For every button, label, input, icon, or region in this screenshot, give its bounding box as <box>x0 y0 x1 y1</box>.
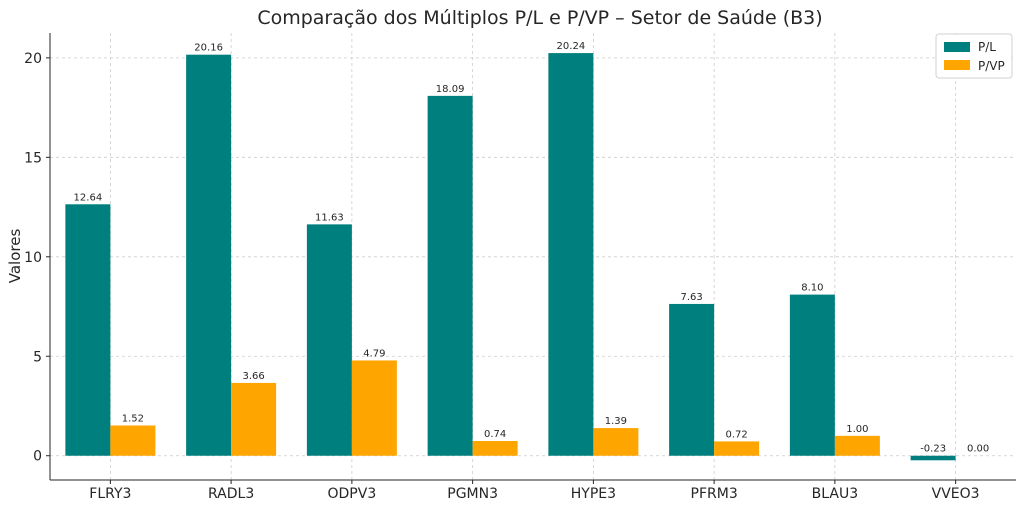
y-axis-label: Valores <box>6 229 24 284</box>
x-tick-label: VVEO3 <box>932 486 980 502</box>
bar-pl-blau3 <box>789 294 835 456</box>
x-tick-label: FLRY3 <box>89 486 131 502</box>
bar-pvp-flry3 <box>110 425 156 456</box>
chart-title: Comparação dos Múltiplos P/L e P/VP – Se… <box>257 7 822 29</box>
x-tick-label: PGMN3 <box>447 486 498 502</box>
bar-pvp-pfrm3 <box>714 441 760 456</box>
bar-pvp-radl3 <box>231 382 277 456</box>
bar-pvp-blau3 <box>834 435 880 456</box>
bar-pl-hype3 <box>548 53 594 456</box>
y-tick-label: 0 <box>33 449 42 465</box>
legend-label-pl: P/L <box>978 40 996 54</box>
data-label-pvp-hype3: 1.39 <box>605 416 627 427</box>
bar-pl-pgmn3 <box>427 95 473 456</box>
data-label-pvp-blau3: 1.00 <box>846 424 868 435</box>
legend-label-pvp: P/VP <box>978 59 1005 73</box>
data-label-pl-flry3: 12.64 <box>74 192 103 203</box>
bar-pl-flry3 <box>65 204 111 456</box>
data-label-pvp-odpv3: 4.79 <box>363 348 385 359</box>
data-label-pvp-pfrm3: 0.72 <box>725 429 747 440</box>
axis-ticks: 0 5 10 15 20 FLRY3 RADL3 ODPV3 PGMN3 HYPE3 PFRM3 BL… <box>24 51 979 502</box>
data-labels: 12.64 20.16 11.63 18.09 20.24 7.63 8.10 -0.23 1.… <box>74 41 990 455</box>
y-tick-label: 5 <box>33 349 42 365</box>
legend-swatch-pvp <box>944 60 970 70</box>
x-tick-label: ODPV3 <box>328 486 377 502</box>
data-label-pl-pfrm3: 7.63 <box>680 292 702 303</box>
data-label-pl-odpv3: 11.63 <box>315 212 344 223</box>
y-tick-label: 10 <box>24 250 42 266</box>
x-tick-label: BLAU3 <box>812 486 858 502</box>
data-label-pl-radl3: 20.16 <box>194 43 223 54</box>
x-tick-label: RADL3 <box>208 486 254 502</box>
data-label-pvp-vveo3: 0.00 <box>967 444 989 455</box>
data-label-pvp-pgmn3: 0.74 <box>484 429 506 440</box>
bar-pl-odpv3 <box>306 224 352 456</box>
legend: P/L P/VP <box>935 33 1013 79</box>
bar-pl-vveo3 <box>910 455 956 461</box>
bar-pvp-hype3 <box>593 428 639 456</box>
data-label-pvp-flry3: 1.52 <box>122 413 144 424</box>
data-label-pl-vveo3: -0.23 <box>920 444 946 455</box>
bar-pl-radl3 <box>186 54 232 456</box>
data-label-pl-hype3: 20.24 <box>557 41 586 52</box>
x-tick-label: HYPE3 <box>571 486 616 502</box>
legend-swatch-pl <box>944 42 970 52</box>
y-tick-label: 15 <box>24 150 42 166</box>
data-label-pl-pgmn3: 18.09 <box>436 84 465 95</box>
data-label-pvp-radl3: 3.66 <box>242 371 264 382</box>
bar-pl-pfrm3 <box>669 303 715 456</box>
bar-pvp-odpv3 <box>351 360 397 456</box>
x-tick-label: PFRM3 <box>691 486 738 502</box>
data-label-pl-blau3: 8.10 <box>801 283 823 294</box>
bar-pvp-pgmn3 <box>472 441 518 456</box>
bars <box>65 53 956 461</box>
y-tick-label: 20 <box>24 51 42 67</box>
